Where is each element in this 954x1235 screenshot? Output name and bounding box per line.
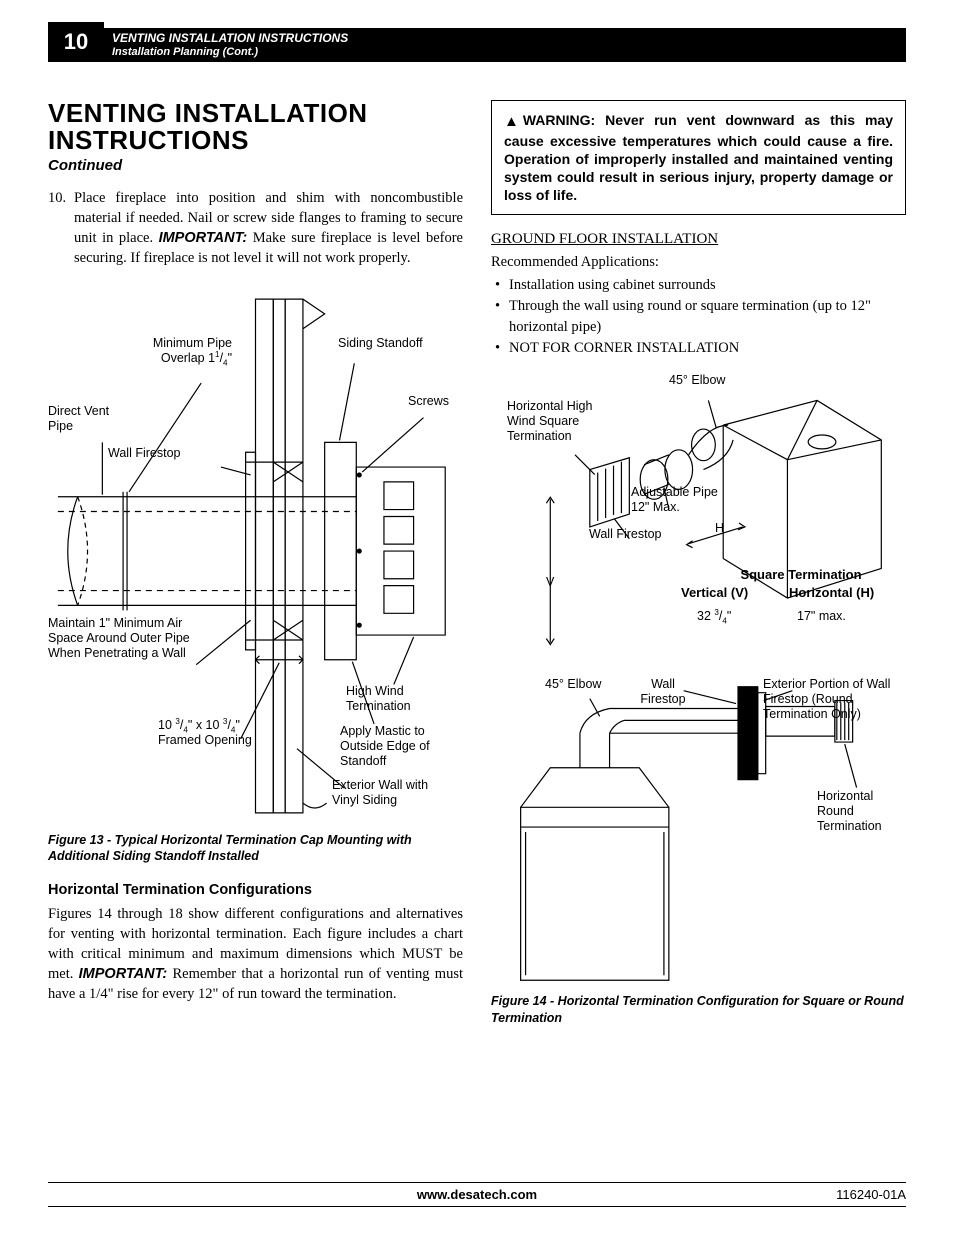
list-item-number: 10. [48,188,74,208]
footer-url: www.desatech.com [417,1187,537,1202]
label-siding-standoff: Siding Standoff [338,336,423,351]
label-val-h: 17" max. [797,609,846,624]
label-screws: Screws [408,394,449,409]
label-text: " x 10 [188,718,223,732]
body-paragraph: Figures 14 through 18 show different con… [48,904,463,1004]
bullet-item: NOT FOR CORNER INSTALLATION [509,338,906,359]
right-column: ▲WARNING: Never run vent downward as thi… [491,100,906,1026]
label-v-letter: V [546,575,554,590]
label-maintain: Maintain 1" Minimum Air Space Around Out… [48,616,193,661]
label-adjustable-pipe: Adjustable Pipe 12" Max. [631,485,721,515]
numbered-list: 10.Place fireplace into position and shi… [48,188,463,268]
subheading-htc: Horizontal Termination Configurations [48,882,463,898]
footer-left [48,1187,52,1202]
label-apply-mastic: Apply Mastic to Outside Edge of Standoff [340,724,460,769]
label-text: Overlap 1 [161,351,215,365]
label-direct-vent-pipe: Direct Vent Pipe [48,404,128,434]
label-min-pipe-overlap: Minimum Pipe Overlap 11/4" [122,336,232,366]
page: 10 VENTING INSTALLATION INSTRUCTIONS Ins… [0,0,954,1235]
important-label: IMPORTANT: [159,230,248,246]
footer-docnum: 116240-01A [836,1187,906,1202]
label-45-elbow-b: 45° Elbow [545,677,601,692]
label-horizontal-h: Horizontal (H) [789,585,874,601]
header-text: VENTING INSTALLATION INSTRUCTIONS Instal… [112,31,348,59]
header-bar: 10 VENTING INSTALLATION INSTRUCTIONS Ins… [104,28,906,62]
header-line2: Installation Planning (Cont.) [112,46,348,59]
figure-14b: 45° Elbow Wall Firestop Exterior Portion… [491,677,906,987]
ground-floor-heading: GROUND FLOOR INSTALLATION [491,231,906,248]
warning-icon: ▲ [504,112,519,132]
bullet-item: Installation using cabinet surrounds [509,275,906,296]
footer: www.desatech.com 116240-01A [48,1182,906,1207]
label-high-wind: High Wind Termination [346,684,446,714]
bullet-item: Through the wall using round or square t… [509,296,906,338]
label-text: 32 [697,609,714,623]
label-wall-firestop-a: Wall Firestop [589,527,661,542]
two-column-layout: VENTING INSTALLATION INSTRUCTIONS Contin… [48,100,906,1026]
list-item-10: 10.Place fireplace into position and shi… [74,188,463,268]
label-sq-term: Square Termination [701,567,901,583]
label-wall-firestop-b: Wall Firestop [633,677,693,707]
label-text: " [727,609,731,623]
label-h-letter: H [715,521,724,536]
bullets-list: Installation using cabinet surrounds Thr… [491,275,906,359]
label-vertical-v: Vertical (V) [681,585,748,601]
label-exterior-portion: Exterior Portion of Wall Firestop (Round… [763,677,903,722]
label-val-v: 32 3/4" [697,609,731,624]
label-horiz-round: Horizontal Round Termination [817,789,907,834]
label-framed-opening: 10 3/4" x 10 3/4" Framed Opening [158,718,258,748]
warning-box: ▲WARNING: Never run vent downward as thi… [491,100,906,215]
header-line1: VENTING INSTALLATION INSTRUCTIONS [112,31,348,45]
continued-label: Continued [48,157,463,174]
label-text: Minimum Pipe [153,336,232,350]
body-important: IMPORTANT: [79,966,168,982]
label-horiz-high-wind: Horizontal High Wind Square Termination [507,399,617,444]
main-title: VENTING INSTALLATION INSTRUCTIONS [48,100,463,155]
figure-14a: 45° Elbow Horizontal High Wind Square Te… [491,369,906,669]
figure-14-caption: Figure 14 - Horizontal Termination Confi… [491,993,906,1026]
label-45-elbow: 45° Elbow [669,373,725,388]
figure-13-caption: Figure 13 - Typical Horizontal Terminati… [48,832,463,865]
page-number: 10 [48,22,104,62]
label-text: 10 [158,718,175,732]
label-exterior-wall: Exterior Wall with Vinyl Siding [332,778,452,808]
page-number-value: 10 [64,29,88,55]
left-column: VENTING INSTALLATION INSTRUCTIONS Contin… [48,100,463,1026]
figure-13: Minimum Pipe Overlap 11/4" Siding Stando… [48,286,463,826]
label-wall-firestop: Wall Firestop [108,446,188,461]
recommended-label: Recommended Applications: [491,254,906,271]
warning-label: WARNING: [523,112,605,128]
